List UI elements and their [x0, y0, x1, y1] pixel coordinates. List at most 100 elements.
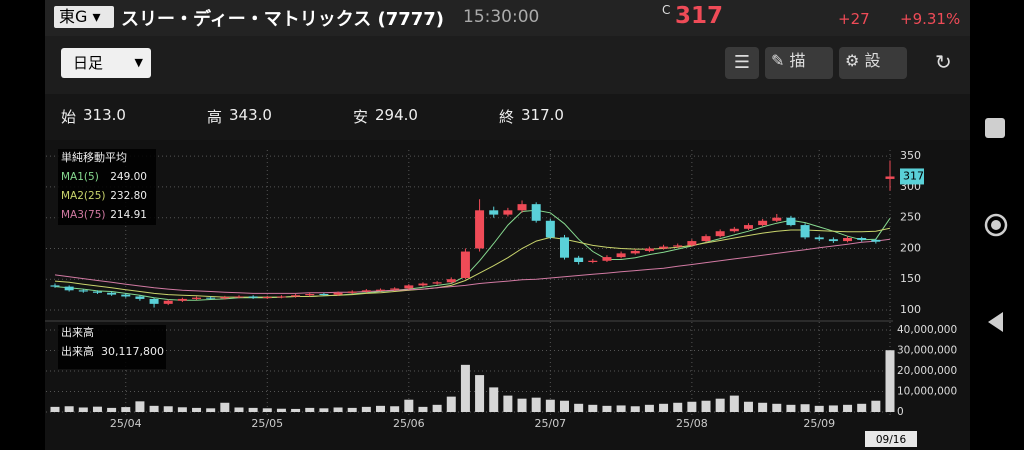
- header-bar: 東G ▾ スリー・ディー・マトリックス (7777) 15:30:00 C 31…: [45, 0, 970, 36]
- legend-value: 214.91: [110, 209, 147, 221]
- volume-bar: [177, 407, 187, 412]
- candle-body: [333, 292, 343, 295]
- volume-bar: [460, 364, 470, 412]
- candle-body: [418, 283, 428, 286]
- candle-body: [121, 294, 131, 297]
- volume-bar: [220, 402, 230, 412]
- nav-square[interactable]: [985, 118, 1005, 138]
- change: +27: [838, 10, 870, 28]
- volume-bar: [347, 407, 357, 412]
- candle-body: [758, 220, 768, 226]
- volume-bar: [121, 407, 131, 412]
- volume-bar: [800, 404, 810, 412]
- y-tick-label: 250: [900, 211, 921, 224]
- volume-legend-bg: [58, 325, 166, 369]
- candle-body: [715, 231, 725, 237]
- volume-bar: [135, 401, 145, 412]
- settings-label: 設定: [864, 51, 887, 70]
- volume-bar: [659, 403, 669, 412]
- market: 東G: [59, 7, 88, 26]
- volume-bar: [192, 407, 202, 412]
- volume-bar: [871, 400, 881, 412]
- candle-body: [475, 210, 485, 249]
- settings-button[interactable]: ⚙ 設定: [839, 47, 907, 79]
- volume-legend-value: 30,117,800: [101, 345, 164, 358]
- candle-body: [531, 204, 541, 221]
- nav-home[interactable]: [984, 213, 1008, 237]
- stock-name: スリー・ディー・マトリックス (7777): [121, 9, 445, 30]
- candle-body: [616, 253, 626, 258]
- ma-line: [54, 209, 891, 301]
- period: 日足: [73, 54, 104, 72]
- volume-bar: [843, 404, 853, 412]
- volume-bar: [885, 350, 895, 412]
- price-tag-label: 317: [903, 169, 924, 182]
- candle-body: [673, 245, 683, 247]
- list-button[interactable]: ☰: [725, 47, 759, 79]
- legend-value: 249.00: [110, 171, 147, 183]
- market-select[interactable]: 東G ▾: [54, 6, 114, 28]
- volume-bar: [149, 405, 159, 412]
- volume-bar: [729, 395, 739, 412]
- candle-body: [602, 257, 612, 261]
- ma-line: [54, 238, 891, 294]
- period-select[interactable]: 日足 ▼: [61, 48, 151, 78]
- candle-body: [64, 286, 74, 291]
- volume-bar: [828, 405, 838, 412]
- candle-body: [163, 300, 173, 304]
- candle-body: [248, 296, 258, 298]
- ohlc-value: 313.0: [83, 106, 126, 124]
- ohlc-value: 294.0: [375, 106, 418, 124]
- date-tag: [865, 431, 917, 447]
- x-tick-label: 09/16: [876, 434, 907, 446]
- volume-legend-name: 出来高: [61, 344, 94, 358]
- volume-bar: [404, 399, 414, 412]
- candle-body: [432, 282, 442, 284]
- volume-bar: [489, 387, 499, 412]
- volume-bar: [559, 400, 569, 412]
- candle-body: [574, 257, 584, 262]
- volume-bar: [673, 402, 683, 412]
- volume-bar: [376, 405, 386, 412]
- volume-title: 出来高: [61, 325, 94, 339]
- change-pct: +9.31%: [900, 10, 961, 28]
- candle-body: [545, 220, 555, 238]
- y2-tick-label: 30,000,000: [897, 345, 957, 357]
- candle-body: [305, 294, 315, 296]
- candle-body: [404, 285, 414, 289]
- candle-body: [885, 176, 895, 179]
- candle-body: [729, 228, 739, 232]
- x-tick-label: 25/07: [534, 417, 566, 430]
- candle-body: [107, 292, 117, 295]
- volume-bar: [531, 397, 541, 412]
- candle-body: [687, 241, 697, 246]
- candle-body: [376, 289, 386, 291]
- ohlc-label: 安: [353, 108, 369, 126]
- ma-line: [54, 227, 891, 298]
- volume-bar: [630, 406, 640, 412]
- candle-body: [50, 285, 60, 287]
- draw-label: 描画: [789, 51, 812, 70]
- candle-body: [135, 296, 145, 299]
- time: 15:30:00: [463, 7, 540, 27]
- price-tag: [900, 168, 924, 185]
- candle-body: [843, 238, 853, 242]
- nav-back[interactable]: [988, 312, 1003, 332]
- legend-name: MA1(5): [61, 171, 99, 183]
- volume-bar: [305, 407, 315, 412]
- y-tick-label: 200: [900, 241, 921, 254]
- candle-body: [743, 225, 753, 229]
- price-prefix: C: [662, 3, 671, 17]
- toolbar: 日足▼ ☰ ✎ 描画 ⚙ 設定 ↻: [45, 36, 970, 94]
- refresh-button[interactable]: ↻: [935, 50, 952, 74]
- candle-body: [319, 294, 329, 295]
- volume-bar: [786, 404, 796, 412]
- draw-button[interactable]: ✎ 描画: [765, 47, 833, 79]
- candle-body: [149, 298, 159, 304]
- volume-bar: [701, 400, 711, 412]
- volume-bar: [107, 407, 117, 412]
- volume-bar: [715, 398, 725, 412]
- x-tick-label: 25/08: [676, 417, 708, 430]
- y2-tick-label: 10,000,000: [897, 386, 957, 398]
